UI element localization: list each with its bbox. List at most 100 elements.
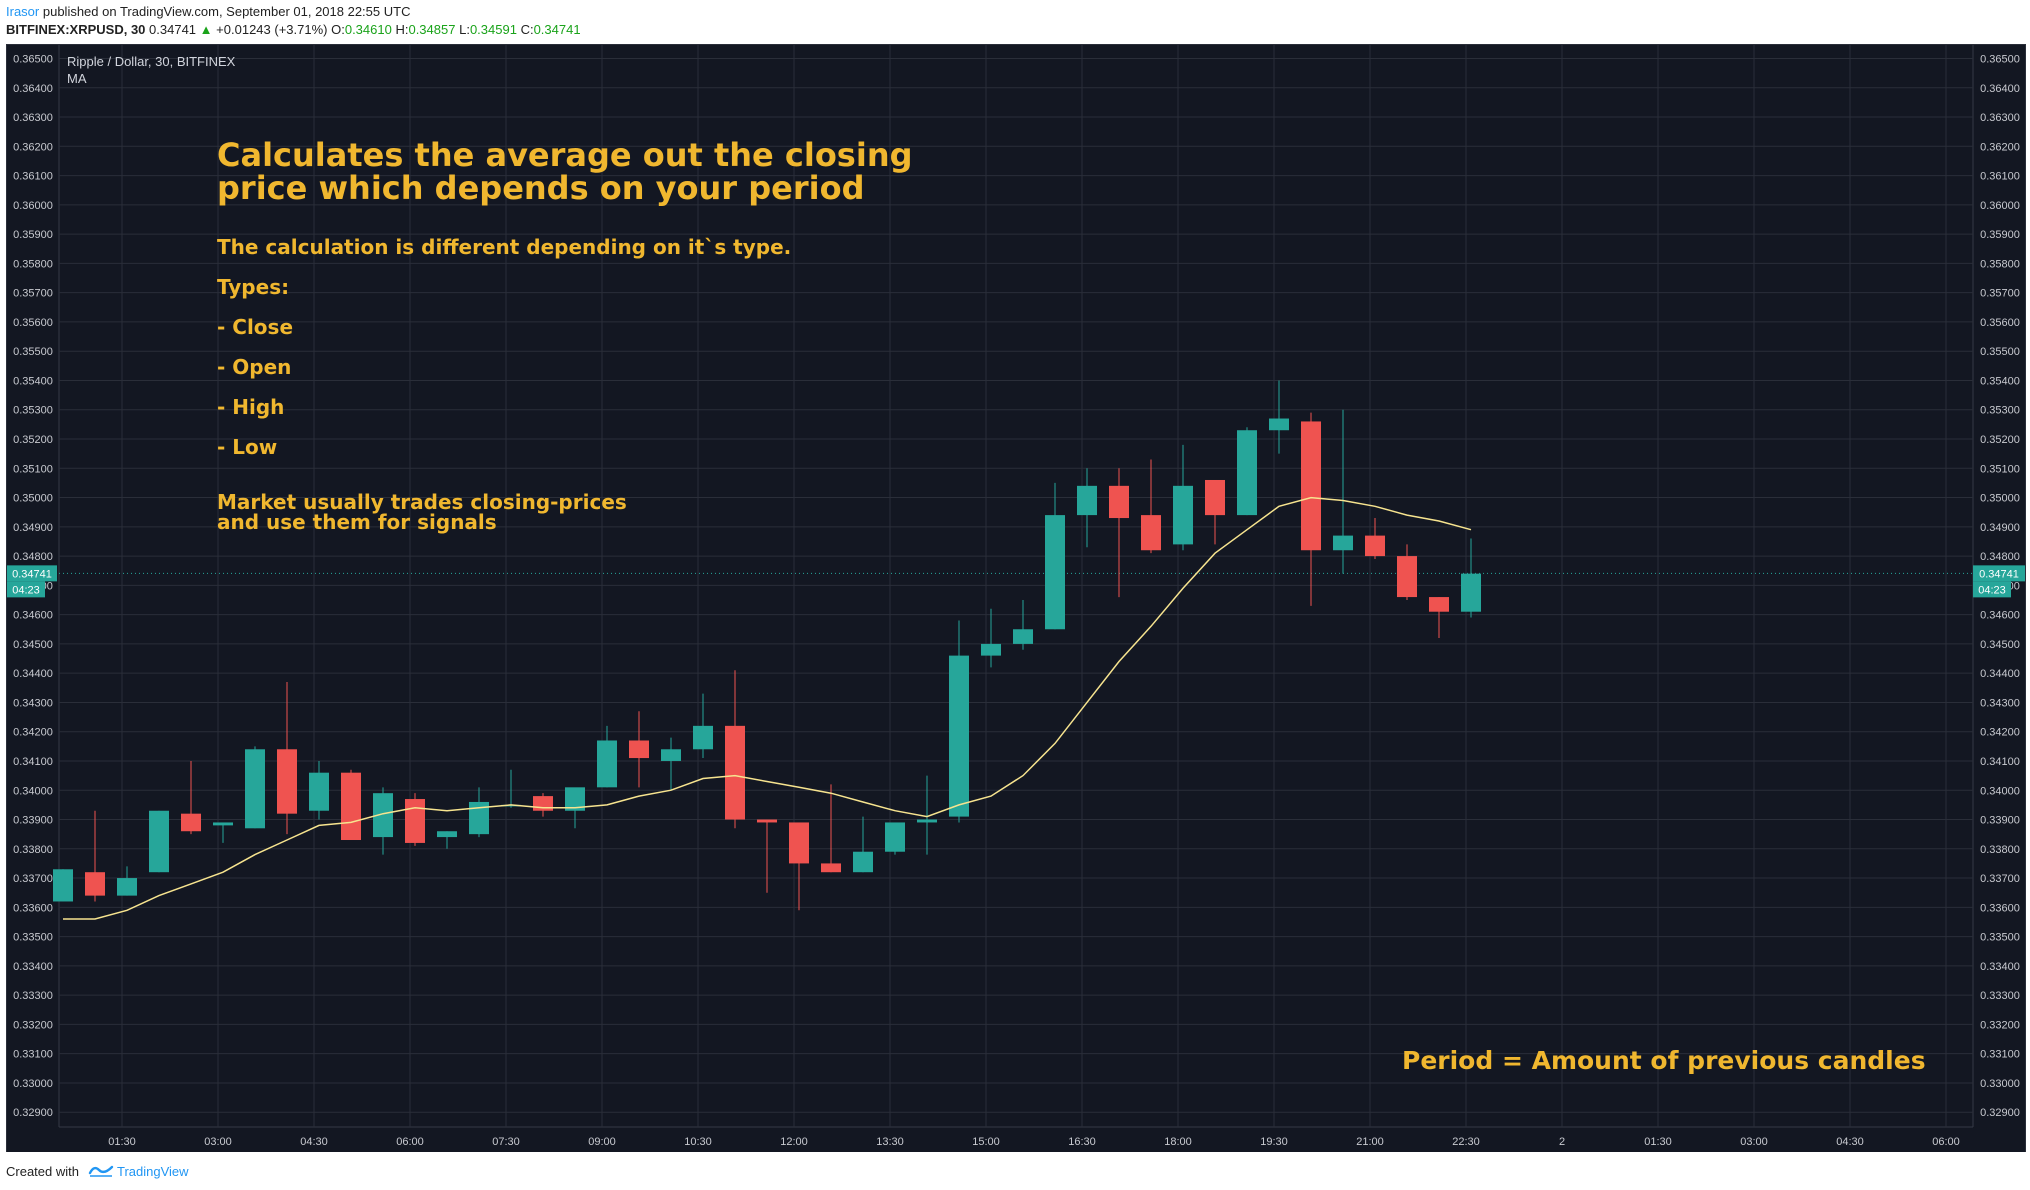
quote-line: BITFINEX:XRPUSD, 30 0.34741 ▲ +0.01243 (… (6, 22, 581, 37)
y-tick-label-right: 0.35500 (1980, 346, 2020, 358)
x-tick-label: 04:30 (300, 1136, 328, 1148)
countdown-tag-left (7, 581, 45, 598)
y-tick-label-right: 0.33600 (1980, 902, 2020, 914)
candle-body-up (1013, 629, 1033, 644)
y-tick-label-left: 0.34900 (13, 522, 53, 534)
y-tick-label-left: 0.35100 (13, 463, 53, 475)
candle-body-up (853, 851, 873, 873)
y-tick-label-left: 0.35500 (13, 346, 53, 358)
candle-body-up (597, 740, 617, 788)
y-tick-label-right: 0.34100 (1980, 756, 2020, 768)
annotation-market-line2: and use them for signals (217, 510, 497, 534)
y-tick-label-right: 0.36300 (1980, 112, 2020, 124)
candle-body-up (213, 822, 233, 826)
legend-title: Ripple / Dollar, 30, BITFINEX (67, 54, 236, 69)
candle-body-up (469, 801, 489, 835)
candle-body-up (1461, 573, 1481, 612)
y-tick-label-left: 0.35600 (13, 317, 53, 329)
footer-brand-link[interactable]: TradingView (117, 1164, 189, 1179)
y-tick-label-right: 0.36200 (1980, 141, 2020, 153)
annotation-title: Calculates the average out the closing pr… (217, 139, 913, 205)
candle-body-up (53, 869, 73, 902)
candle-body-up (565, 787, 585, 811)
last-price-value-right: 0.34741 (1979, 568, 2019, 580)
candle-body-up (1237, 430, 1257, 516)
x-tick-label: 19:30 (1260, 1136, 1288, 1148)
y-tick-label-right: 0.35200 (1980, 434, 2020, 446)
publish-line: Irasor published on TradingView.com, Sep… (6, 4, 410, 19)
y-tick-label-right: 0.33800 (1980, 844, 2020, 856)
y-tick-label-right: 0.33200 (1980, 1019, 2020, 1031)
candle-body-down (1397, 556, 1417, 598)
annotation-market-line1: Market usually trades closing-prices (217, 490, 627, 514)
x-tick-label: 09:00 (588, 1136, 616, 1148)
candle-body-down (1205, 479, 1225, 516)
x-tick-label: 01:30 (1644, 1136, 1672, 1148)
annotation-low: - Low (217, 435, 278, 459)
candle-body-up (917, 819, 937, 823)
x-tick-label: 16:30 (1068, 1136, 1096, 1148)
annotation-market: Market usually trades closing-prices and … (217, 492, 627, 532)
y-tick-label-left: 0.35700 (13, 288, 53, 300)
y-tick-label-right: 0.34600 (1980, 610, 2020, 622)
y-tick-label-left: 0.33200 (13, 1019, 53, 1031)
price-change: +0.01243 (+3.71%) (216, 22, 328, 37)
y-tick-label-left: 0.36300 (13, 112, 53, 124)
y-tick-label-left: 0.33600 (13, 902, 53, 914)
y-tick-label-right: 0.36400 (1980, 83, 2020, 95)
x-tick-label: 21:00 (1356, 1136, 1384, 1148)
candle-body-up (149, 810, 169, 873)
ma-line (63, 496, 1472, 920)
countdown-value-left: 04:23 (12, 584, 40, 596)
y-tick-label-right: 0.34800 (1980, 551, 2020, 563)
annotation-period: Period = Amount of previous candles (1402, 1046, 1926, 1075)
y-tick-label-left: 0.33900 (13, 815, 53, 827)
y-tick-label-left: 0.34500 (13, 639, 53, 651)
y-tick-label-right: 0.34000 (1980, 785, 2020, 797)
close-value: 0.34741 (533, 22, 581, 37)
candle-body-up (1173, 485, 1193, 545)
y-tick-label-left: 0.35300 (13, 405, 53, 417)
legend-indicator[interactable]: MA (67, 71, 87, 86)
annotation-open: - Open (217, 355, 292, 379)
y-tick-label-left: 0.34300 (13, 697, 53, 709)
candle-body-down (341, 772, 361, 841)
y-tick-label-left: 0.33800 (13, 844, 53, 856)
candle-body-down (629, 740, 649, 759)
x-tick-label: 07:30 (492, 1136, 520, 1148)
y-tick-label-right: 0.33100 (1980, 1049, 2020, 1061)
y-tick-label-left: 0.33300 (13, 990, 53, 1002)
y-tick-label-left: 0.36200 (13, 141, 53, 153)
y-tick-label-right: 0.33300 (1980, 990, 2020, 1002)
annotation-title-line2: price which depends on your period (217, 169, 865, 207)
open-label: O: (331, 22, 345, 37)
x-tick-label: 06:00 (1932, 1136, 1960, 1148)
annotation-subtitle: The calculation is different depending o… (217, 235, 792, 259)
chart-area[interactable]: 0.36500 0.36500 0.36400 0.36400 0.36300 0.363… (6, 44, 2026, 1154)
candle-body-down (405, 799, 425, 843)
candle-body-down (1365, 535, 1385, 557)
candle-body-up (661, 749, 681, 761)
last-price-value-left: 0.34741 (12, 568, 52, 580)
candle-body-down (757, 819, 777, 823)
publish-info: published on TradingView.com, September … (42, 4, 411, 19)
y-tick-label-right: 0.36000 (1980, 200, 2020, 212)
open-value: 0.34610 (344, 22, 392, 37)
y-tick-label-right: 0.32900 (1980, 1107, 2020, 1119)
candle-body-up (1045, 515, 1065, 630)
y-tick-label-left: 0.35000 (13, 493, 53, 505)
annotation-types: Types: (217, 275, 290, 299)
chart-legend: Ripple / Dollar, 30, BITFINEX MA (67, 53, 235, 87)
y-tick-label-right: 0.33000 (1980, 1078, 2020, 1090)
author-link[interactable]: Irasor (6, 4, 40, 19)
header-bar: Irasor published on TradingView.com, Sep… (0, 0, 2030, 44)
chart-svg[interactable]: 0.36500 0.36500 0.36400 0.36400 0.36300 0.363… (7, 45, 2025, 1153)
low-label: L: (459, 22, 470, 37)
tradingview-logo-icon[interactable] (88, 1162, 114, 1178)
last-price-tag-right (1973, 565, 2025, 582)
y-tick-label-left: 0.34200 (13, 727, 53, 739)
up-arrow-icon: ▲ (199, 22, 213, 37)
x-tick-label: 2 (1559, 1136, 1565, 1148)
close-label: C: (520, 22, 534, 37)
candle-body-up (981, 643, 1001, 656)
